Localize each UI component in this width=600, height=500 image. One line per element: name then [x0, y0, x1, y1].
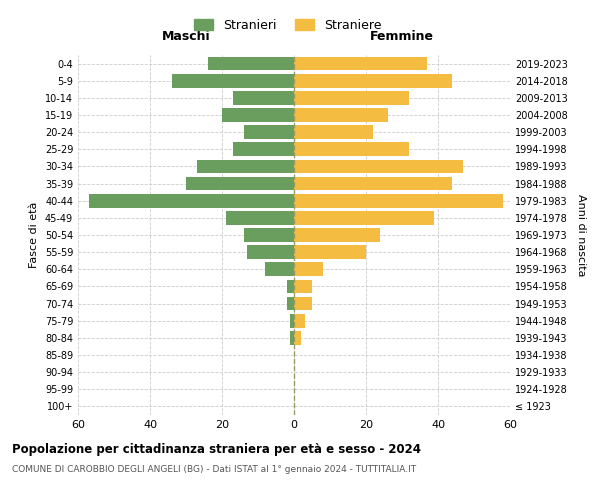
Legend: Stranieri, Straniere: Stranieri, Straniere — [190, 14, 386, 37]
Bar — [197, 160, 294, 173]
Bar — [233, 91, 294, 104]
Bar — [294, 194, 503, 207]
Bar — [294, 262, 323, 276]
Bar — [294, 331, 301, 344]
Bar — [294, 74, 452, 88]
Bar — [294, 176, 452, 190]
Bar — [265, 262, 294, 276]
Bar — [247, 246, 294, 259]
Text: Popolazione per cittadinanza straniera per età e sesso - 2024: Popolazione per cittadinanza straniera p… — [12, 442, 421, 456]
Bar — [294, 246, 366, 259]
Bar — [287, 280, 294, 293]
Text: COMUNE DI CAROBBIO DEGLI ANGELI (BG) - Dati ISTAT al 1° gennaio 2024 - TUTTITALI: COMUNE DI CAROBBIO DEGLI ANGELI (BG) - D… — [12, 465, 416, 474]
Bar — [294, 108, 388, 122]
Bar — [294, 296, 312, 310]
Bar — [287, 296, 294, 310]
Text: Maschi: Maschi — [161, 30, 211, 43]
Y-axis label: Anni di nascita: Anni di nascita — [576, 194, 586, 276]
Bar — [244, 228, 294, 242]
Bar — [222, 108, 294, 122]
Bar — [208, 56, 294, 70]
Bar — [290, 314, 294, 328]
Bar — [294, 228, 380, 242]
Y-axis label: Fasce di età: Fasce di età — [29, 202, 39, 268]
Bar — [294, 56, 427, 70]
Bar — [244, 126, 294, 139]
Bar — [226, 211, 294, 224]
Text: Femmine: Femmine — [370, 30, 434, 43]
Bar — [290, 331, 294, 344]
Bar — [294, 91, 409, 104]
Bar — [186, 176, 294, 190]
Bar — [233, 142, 294, 156]
Bar — [294, 142, 409, 156]
Bar — [294, 160, 463, 173]
Bar — [89, 194, 294, 207]
Bar — [294, 126, 373, 139]
Bar — [294, 280, 312, 293]
Bar — [172, 74, 294, 88]
Bar — [294, 211, 434, 224]
Bar — [294, 314, 305, 328]
